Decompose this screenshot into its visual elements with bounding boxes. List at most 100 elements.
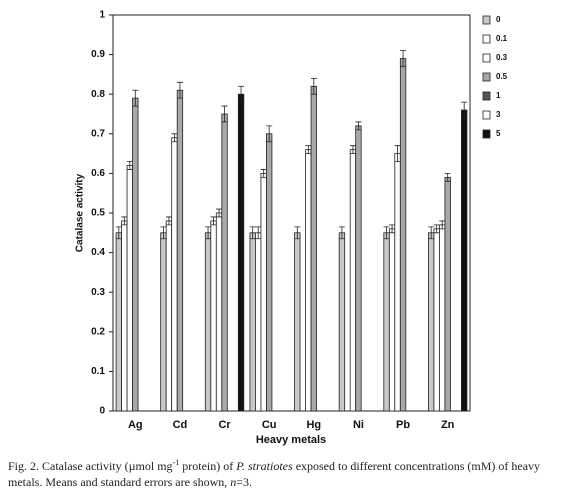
legend-swatch (482, 129, 491, 139)
bar (237, 93, 245, 412)
legend-label: 0.1 (496, 34, 508, 43)
bar (399, 58, 407, 412)
error-bar (428, 226, 435, 240)
legend-label: 0 (496, 15, 501, 24)
caption-n: n (230, 475, 237, 489)
legend-label: 5 (496, 129, 501, 138)
error-bar (355, 121, 362, 131)
legend-label: 1 (496, 91, 501, 100)
error-bar (383, 226, 390, 240)
error-bar (294, 226, 301, 240)
error-bar (249, 226, 256, 240)
error-bar (260, 169, 267, 178)
legend-swatch (482, 110, 491, 120)
bar (126, 165, 133, 412)
error-bar (205, 226, 212, 240)
caption-text: Fig. 2. Catalase activity (µmol mg (8, 459, 173, 473)
bar (349, 149, 357, 412)
y-tick-label: 0.2 (91, 326, 105, 337)
y-tick-label: 0.1 (91, 366, 105, 377)
caption-species: P. stratiotes (236, 459, 293, 473)
bar (338, 232, 346, 412)
y-tick-label: 0.3 (91, 287, 105, 298)
chart: Catalase activity Heavy metals 0 0.1 0.2 0.… (75, 10, 508, 446)
x-tick-label: Ag (128, 419, 143, 431)
bar (132, 97, 139, 412)
error-bar (400, 50, 407, 67)
legend-swatch (482, 53, 491, 63)
error-bar (126, 161, 133, 170)
bar (310, 85, 317, 412)
bar (444, 176, 451, 412)
bar (428, 232, 435, 412)
y-tick-label: 0.7 (91, 128, 105, 139)
bar (433, 228, 440, 412)
legend-swatch (482, 34, 491, 44)
y-tick-label: 1 (99, 10, 105, 21)
y-axis-label: Catalase activity (75, 173, 86, 252)
x-tick-label: Zn (441, 419, 455, 431)
y-tick-label: 0.8 (91, 89, 105, 100)
y-tick-label: 0 (99, 406, 105, 417)
error-bar (310, 77, 317, 95)
x-tick-label: Hg (306, 419, 321, 431)
error-bar (305, 145, 312, 154)
bar (355, 125, 362, 412)
bar (160, 232, 167, 412)
error-bar (461, 101, 468, 119)
error-bar (266, 125, 273, 143)
error-bar (338, 226, 345, 240)
bar (294, 232, 301, 412)
error-bar (221, 105, 228, 123)
caption-text: protein) of (179, 459, 237, 473)
y-tick-label: 0.4 (91, 247, 105, 258)
bar (165, 220, 173, 412)
error-bar (238, 85, 245, 103)
error-bar (389, 224, 396, 234)
caption-sup: -1 (172, 458, 180, 467)
x-tick-label: Ni (353, 419, 364, 431)
bar (215, 212, 223, 412)
error-bar (216, 208, 223, 218)
bar (260, 172, 267, 412)
x-tick-label: Cd (173, 419, 188, 431)
legend-swatch (482, 72, 491, 82)
error-bar (210, 216, 217, 226)
x-tick-label: Pb (396, 419, 410, 431)
bar (221, 113, 228, 412)
bar (176, 89, 184, 412)
bar (255, 232, 262, 412)
bar (204, 232, 212, 412)
x-tick-label: Cu (262, 419, 277, 431)
error-bar (439, 220, 446, 230)
error-bar (115, 226, 122, 240)
y-tick-label: 0.6 (91, 168, 105, 179)
error-bar (121, 216, 128, 226)
bar (115, 232, 122, 412)
bar (171, 137, 178, 412)
error-bar (132, 89, 139, 107)
bar (383, 232, 390, 412)
caption: Fig. 2. Catalase activity (µmol mg-1 pro… (8, 455, 573, 490)
error-bar (255, 226, 262, 240)
legend-swatch (482, 15, 491, 25)
error-bar (160, 226, 167, 240)
bar (461, 109, 468, 412)
legend-label: 0.3 (496, 53, 508, 62)
bar (305, 149, 312, 412)
error-bar (176, 81, 183, 99)
bar (249, 232, 256, 412)
error-bar (349, 145, 356, 154)
error-bar (171, 133, 178, 143)
error-bar (433, 224, 440, 234)
error-bar (444, 173, 451, 182)
bar (394, 153, 401, 412)
bar (439, 224, 446, 412)
bar (388, 228, 396, 412)
y-tick-label: 0.5 (91, 208, 105, 219)
bar (121, 220, 128, 412)
bar (210, 220, 217, 412)
legend-swatch (482, 91, 491, 101)
error-bar (394, 145, 401, 162)
